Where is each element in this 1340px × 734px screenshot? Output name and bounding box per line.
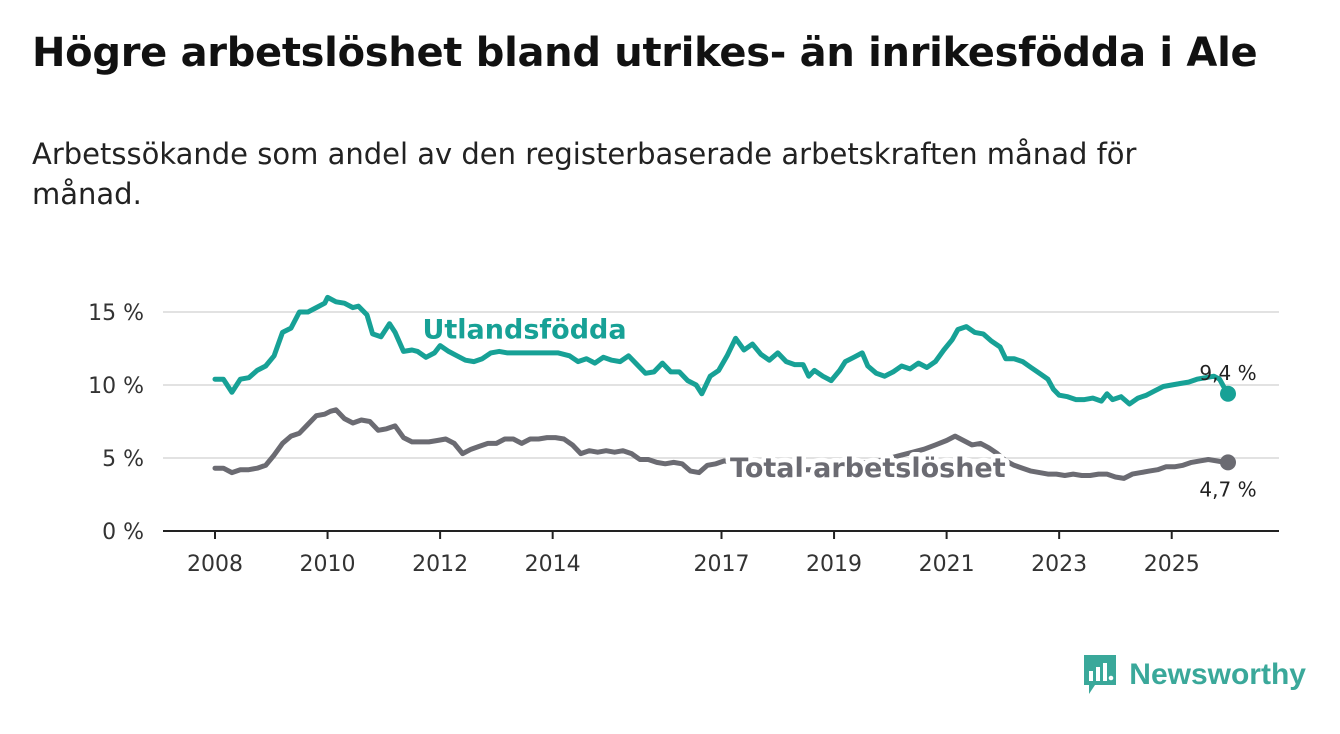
x-tick-label: 2019: [806, 552, 862, 577]
x-tick-label: 2012: [412, 552, 468, 577]
x-tick-label: 2025: [1144, 552, 1200, 577]
x-tick-label: 2023: [1031, 552, 1087, 577]
x-tick-label: 2017: [694, 552, 750, 577]
chart-subtitle: Arbetssökande som andel av den registerb…: [32, 137, 1137, 211]
series-end-dot-utlandsfodda: [1220, 385, 1236, 402]
end-value-label-utlandsfodda: 9,4 %: [1199, 361, 1256, 385]
x-tick-label: 2021: [919, 552, 975, 577]
y-tick-label: 5 %: [102, 447, 144, 472]
series-label-total-halo: Total arbetslöshet: [730, 453, 1006, 484]
y-tick-label: 15 %: [88, 301, 144, 326]
series-label-utlandsfodda-halo: Utlandsfödda: [422, 314, 626, 345]
y-tick-label: 0 %: [102, 520, 144, 545]
x-tick-label: 2014: [525, 552, 581, 577]
chart-title: Högre arbetslöshet bland utrikes- än inr…: [32, 30, 1258, 76]
x-tick-label: 2010: [300, 552, 356, 577]
series-end-dot-total: [1220, 454, 1236, 471]
newsworthy-logo: Newsworthy: [1081, 654, 1306, 696]
newsworthy-logo-icon: [1084, 655, 1117, 694]
series-line-total: [212, 407, 1231, 481]
y-tick-label: 10 %: [88, 374, 144, 399]
x-tick-label: 2008: [187, 552, 243, 577]
newsworthy-logo-text: Newsworthy: [1129, 658, 1306, 691]
series-label-total: Total arbetslöshet: [730, 453, 1006, 484]
series-label-utlandsfodda: Utlandsfödda: [422, 314, 626, 345]
end-value-label-total: 4,7 %: [1199, 477, 1256, 501]
series-line-utlandsfodda: [212, 294, 1231, 407]
